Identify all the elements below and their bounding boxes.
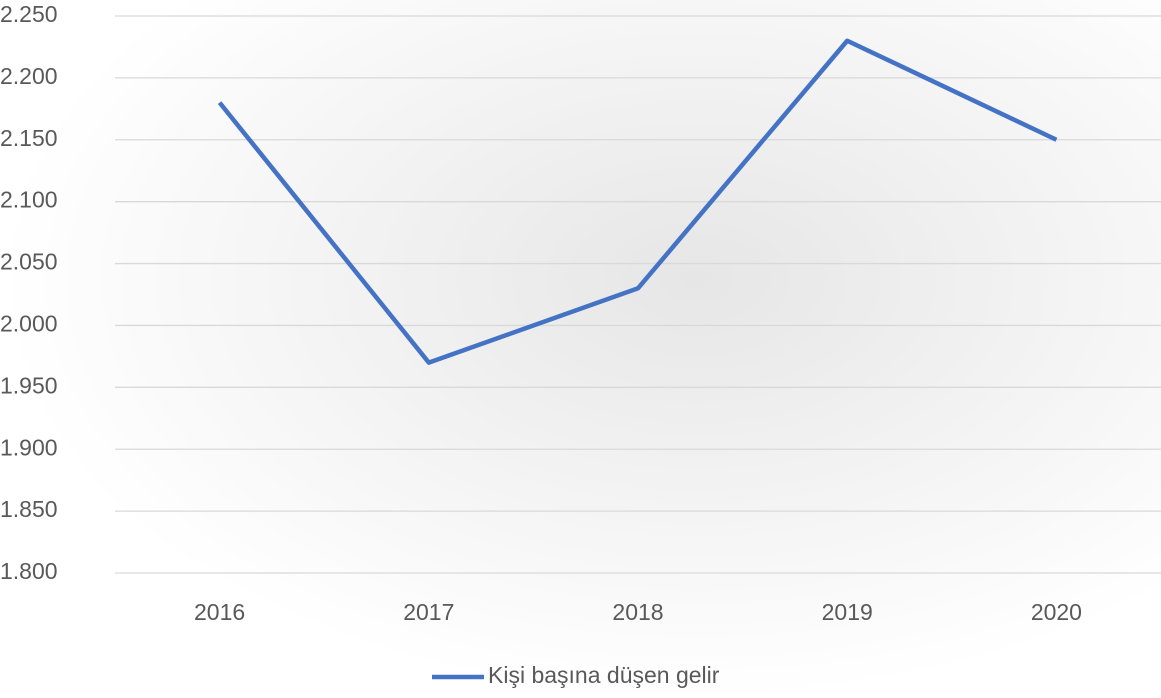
y-tick-label: 2.100 — [0, 187, 58, 213]
y-tick-label: 1.800 — [0, 558, 58, 584]
x-tick-label: 2019 — [822, 599, 873, 625]
y-tick-label: 1.950 — [0, 372, 58, 398]
x-tick-label: 2017 — [403, 599, 454, 625]
x-tick-label: 2018 — [612, 599, 663, 625]
y-tick-label: 1.900 — [0, 434, 58, 460]
x-tick-label: 2020 — [1031, 599, 1082, 625]
y-tick-label: 1.850 — [0, 496, 58, 522]
series-line — [217, 38, 1058, 365]
y-tick-label: 2.150 — [0, 125, 58, 151]
y-tick-label: 2.000 — [0, 311, 58, 337]
y-tick-label: 2.050 — [0, 249, 58, 275]
y-tick-label: 2.200 — [0, 63, 58, 89]
x-tick-label: 2016 — [194, 599, 245, 625]
legend-label: Kişi başına düşen gelir — [488, 662, 720, 688]
y-tick-label: 2.250 — [0, 1, 58, 27]
